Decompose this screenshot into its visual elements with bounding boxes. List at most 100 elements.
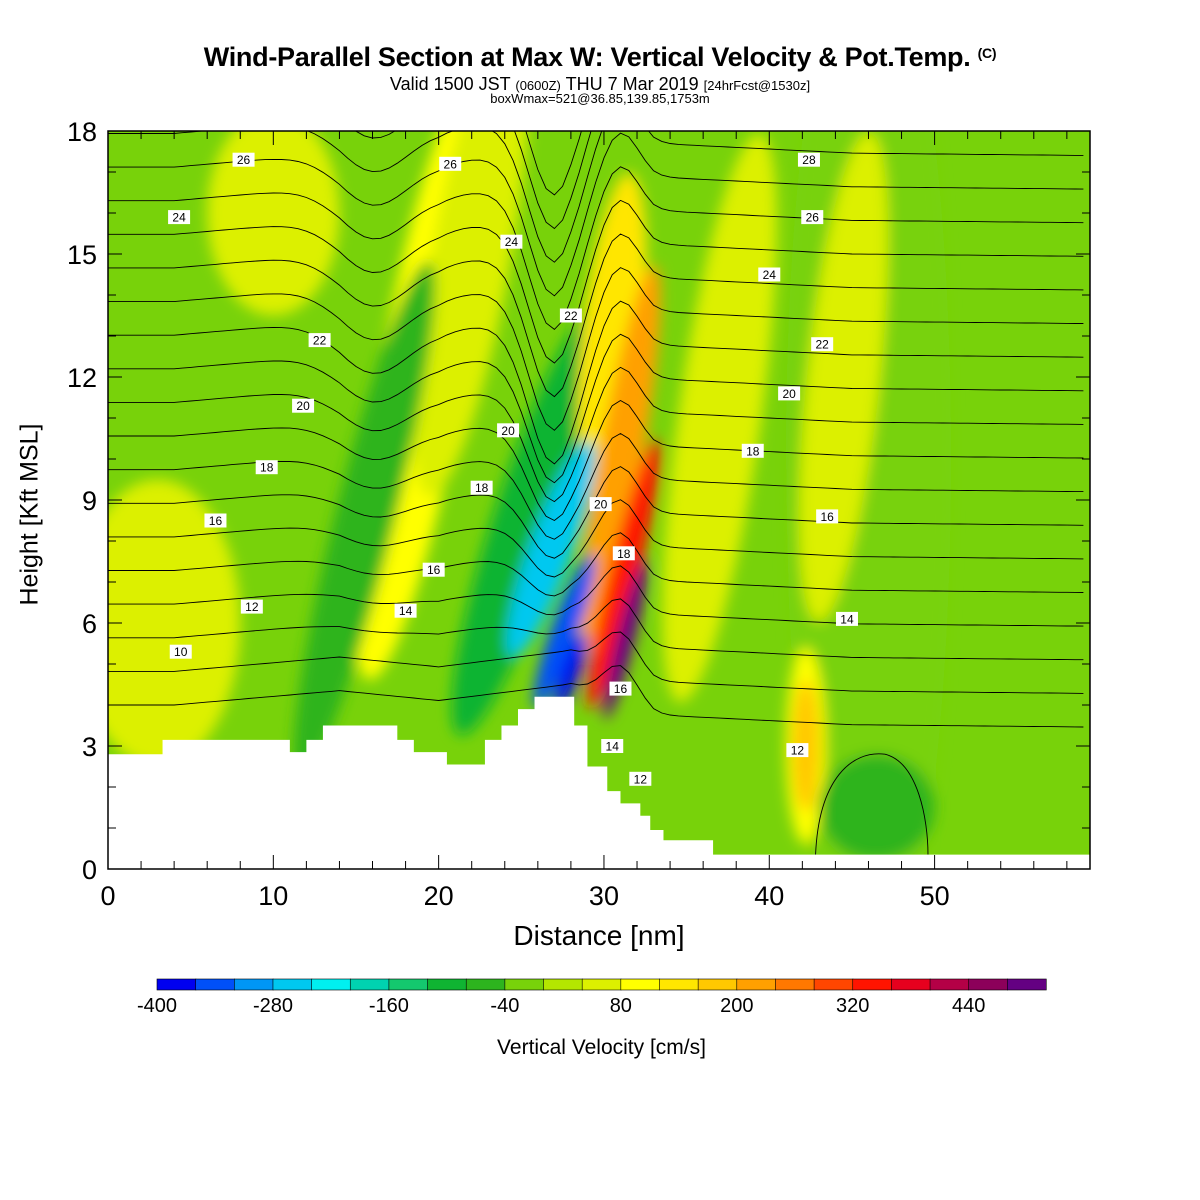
theta-contour-13 <box>108 532 1084 597</box>
theta-contour-18 <box>108 366 1084 503</box>
colorbar-swatch <box>272 978 313 991</box>
velocity-blob-5 <box>293 261 435 780</box>
theta-contour-20 <box>108 300 1084 465</box>
contour-label-8: 22 <box>559 308 582 323</box>
velocity-field <box>108 131 952 869</box>
valid-utc-label: (0600Z) <box>515 78 561 93</box>
svg-text:26: 26 <box>444 157 458 171</box>
colorbar-swatch <box>465 978 506 991</box>
x-tick-label: 30 <box>589 881 619 911</box>
y-tick-label: 0 <box>82 855 97 885</box>
colorbar-swatch <box>620 978 661 991</box>
forecast-info-label: [24hrFcst@1530z] <box>703 78 811 93</box>
contour-label-12: 20 <box>778 386 801 401</box>
theta-contour-25 <box>108 132 1084 297</box>
valid-date-label: THU 7 Mar 2019 <box>565 74 699 94</box>
x-tick-label: 0 <box>100 881 115 911</box>
chart-title: Wind-Parallel Section at Max W: Vertical… <box>0 42 1200 73</box>
x-tick-label: 50 <box>920 881 950 911</box>
svg-text:12: 12 <box>791 744 805 758</box>
svg-text:18: 18 <box>260 461 274 475</box>
contour-label-10: 20 <box>292 398 315 413</box>
contour-label-26: 14 <box>601 739 624 754</box>
svg-text:16: 16 <box>427 563 441 577</box>
velocity-blob-12 <box>580 265 661 653</box>
velocity-blob-7 <box>662 133 777 703</box>
svg-text:16: 16 <box>820 510 834 524</box>
colorbar-tick-label: -40 <box>490 995 519 1017</box>
svg-text:24: 24 <box>763 268 777 282</box>
contour-label-25: 16 <box>609 681 632 696</box>
contour-label-13: 18 <box>255 460 278 475</box>
theta-contour-closed <box>815 753 929 855</box>
colorbar-swatch <box>504 978 545 991</box>
copyright-mark: (C) <box>977 45 997 61</box>
theta-contour-17 <box>108 399 1084 522</box>
colorbar-tick-label: -280 <box>253 995 293 1017</box>
velocity-blob-14 <box>603 559 648 719</box>
colorbar-tick-label: 200 <box>720 995 753 1017</box>
theta-contour-26 <box>108 131 1084 263</box>
contour-label-22: 14 <box>394 603 417 618</box>
y-tick-label: 18 <box>67 117 97 147</box>
contour-label-23: 14 <box>835 611 858 626</box>
svg-text:18: 18 <box>475 481 489 495</box>
contour-label-0: 26 <box>232 152 255 167</box>
box-wmax-label: boxWmax=521@36.85,139.85,1753m <box>490 91 710 106</box>
contour-label-20: 16 <box>422 562 445 577</box>
valid-time-label: Valid 1500 JST <box>389 74 511 94</box>
contour-label-14: 18 <box>470 480 493 495</box>
terrain-mask <box>108 696 1090 869</box>
svg-text:22: 22 <box>564 309 578 323</box>
theta-contour-9 <box>108 665 1084 728</box>
velocity-blob-18 <box>818 754 935 861</box>
colorbar-swatch <box>581 978 622 991</box>
contour-label-6: 24 <box>758 267 781 282</box>
colorbar-tick-label: -400 <box>137 995 177 1017</box>
svg-text:28: 28 <box>802 153 816 167</box>
contour-label-21: 12 <box>240 599 263 614</box>
colorbar-swatch <box>234 978 274 991</box>
svg-text:20: 20 <box>501 424 515 438</box>
svg-text:16: 16 <box>614 682 628 696</box>
colorbar-swatch <box>736 978 777 991</box>
svg-text:14: 14 <box>399 604 413 618</box>
contour-label-7: 22 <box>308 333 331 348</box>
theta-contour-22 <box>108 233 1084 398</box>
contour-label-2: 28 <box>797 152 820 167</box>
y-tick-label: 3 <box>82 732 97 762</box>
colorbar-swatch <box>427 978 467 991</box>
chart-subtitle: Valid 1500 JST (0600Z) THU 7 Mar 2019 [2… <box>0 74 1200 95</box>
x-axis-title: Distance [nm] <box>513 920 685 951</box>
x-tick-label: 40 <box>754 881 784 911</box>
colorbar-swatch <box>852 978 892 991</box>
contour-label-16: 18 <box>741 443 764 458</box>
svg-text:12: 12 <box>245 600 259 614</box>
contour-label-19: 16 <box>816 509 839 524</box>
colorbar-swatch <box>813 978 854 991</box>
contour-labels: 26 26 28 24 24 26 24 22 22 22 20 20 20 18 18 20 18 16 18 16… <box>168 152 858 786</box>
colorbar-swatch <box>929 978 970 991</box>
colorbar-swatch <box>891 978 931 991</box>
x-tick-label: 10 <box>258 881 288 911</box>
colorbar-tick-label: 440 <box>952 995 985 1017</box>
svg-text:26: 26 <box>806 211 820 225</box>
velocity-blob-8 <box>799 132 889 622</box>
svg-text:24: 24 <box>505 235 519 249</box>
velocity-blob-1 <box>108 479 241 767</box>
plot-area: 26 26 28 24 24 26 24 22 22 22 20 20 20 18 18 20 18 16 18 16… <box>108 131 1090 869</box>
contour-label-4: 24 <box>500 234 523 249</box>
y-tick-label: 15 <box>67 240 97 270</box>
colorbar-tick-label: -160 <box>369 995 409 1017</box>
svg-text:22: 22 <box>313 334 327 348</box>
theta-contour-11 <box>108 598 1084 661</box>
theta-contour-24 <box>108 166 1084 331</box>
velocity-blob-2 <box>207 131 340 316</box>
contour-label-9: 22 <box>811 337 834 352</box>
svg-text:14: 14 <box>606 740 620 754</box>
svg-text:14: 14 <box>840 612 854 626</box>
svg-text:18: 18 <box>746 444 760 458</box>
colorbar-tick-label: 80 <box>610 995 632 1017</box>
svg-text:26: 26 <box>237 153 251 167</box>
